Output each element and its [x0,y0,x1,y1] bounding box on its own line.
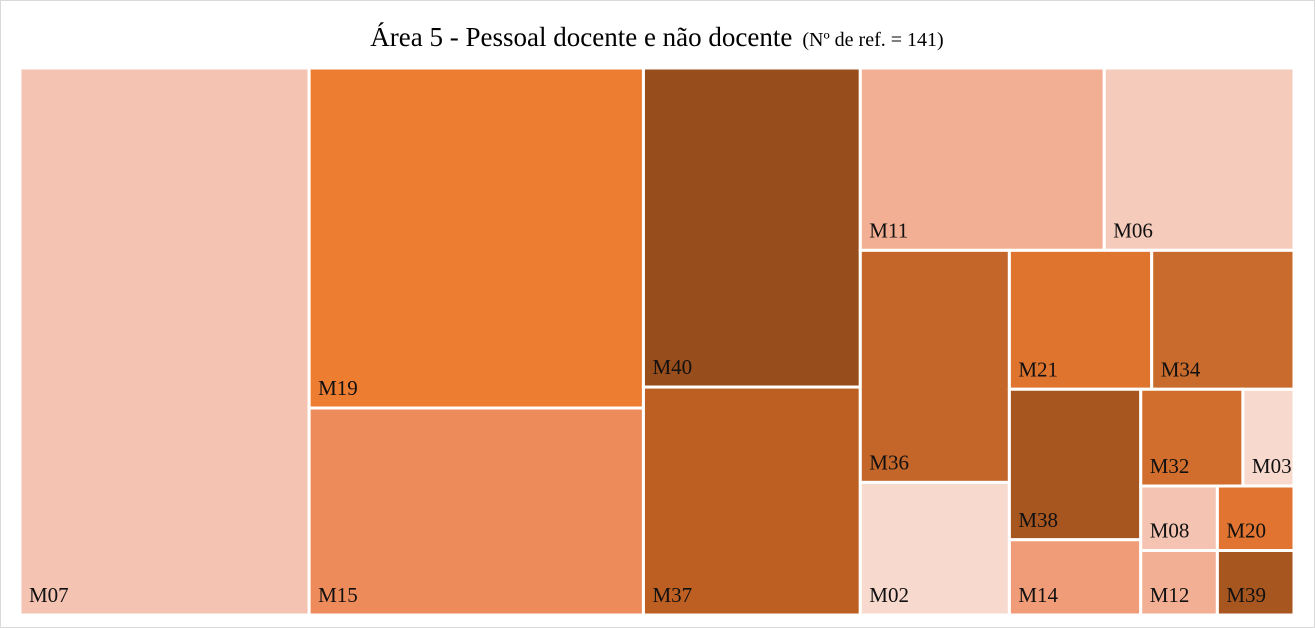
treemap-tile [1007,387,1143,542]
treemap-tile [641,385,862,617]
tile-label: M03 [1252,454,1292,478]
tile-label: M02 [869,583,909,607]
tile-label: M14 [1018,583,1058,607]
tile-label: M34 [1161,357,1201,381]
treemap-tile [858,480,1011,617]
tile-label: M40 [652,355,692,379]
tile-label: M36 [869,450,909,474]
treemap-tile [1215,484,1296,553]
tile-label: M06 [1113,218,1153,242]
treemap-tile [858,248,1011,484]
chart-title: Área 5 - Pessoal docente e não docente [370,22,792,52]
treemap-tile [1007,538,1143,617]
treemap-tile [307,406,645,617]
treemap-tile [18,66,311,617]
tile-label: M20 [1226,519,1266,543]
tile-label: M08 [1150,519,1190,543]
tile-label: M19 [318,376,358,400]
tile-label: M11 [869,218,908,242]
tile-label: M37 [652,583,692,607]
tile-label: M38 [1018,508,1058,532]
treemap-tile [1139,549,1219,617]
tile-label: M21 [1018,357,1058,381]
tile-label: M07 [29,583,69,607]
treemap-tile [307,66,645,410]
chart-title-note: (Nº de ref. = 141) [802,29,943,51]
tile-label: M12 [1150,583,1190,607]
treemap-tile [1215,549,1296,617]
treemap-tile [641,66,862,389]
tile-label: M15 [318,583,358,607]
treemap-tile [1241,387,1296,488]
tile-label: M32 [1150,454,1190,478]
tile-label: M39 [1226,583,1266,607]
chart-title-group: Área 5 - Pessoal docente e não docente (… [370,22,943,52]
